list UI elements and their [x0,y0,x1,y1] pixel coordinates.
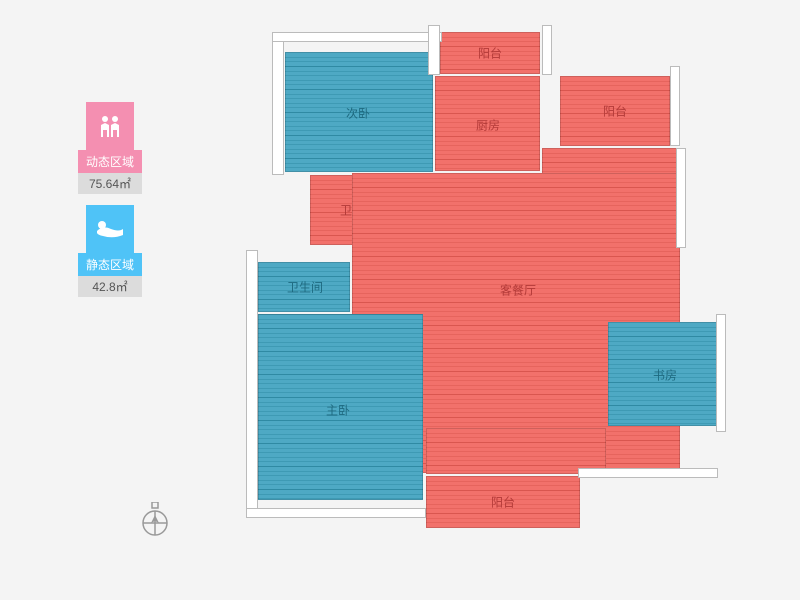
floorplan-canvas: 阳台次卧厨房阳台卫生间客餐厅卫生间主卧书房阳台 [0,0,800,600]
wall-segment [272,32,442,42]
legend-static-title: 静态区域 [78,253,142,276]
wall-segment [542,25,552,75]
legend-dynamic-value: 75.64㎡ [78,173,142,194]
room-master-bedroom [258,314,423,500]
room-secondary-bedroom [285,52,433,172]
wall-segment [670,66,680,146]
legend-static: 静态区域 42.8㎡ [78,205,142,297]
room-balcony-right [560,76,670,146]
room-bathroom-2 [258,262,350,312]
legend-dynamic: 动态区域 75.64㎡ [78,102,142,194]
room-study [608,322,720,426]
wall-segment [272,40,284,175]
wall-segment [578,468,718,478]
room-balcony-top [440,32,540,74]
wall-segment [246,508,426,518]
room-kitchen [435,76,540,171]
legend-static-value: 42.8㎡ [78,276,142,297]
wall-segment [676,148,686,248]
room-balcony-bottom [426,476,580,528]
people-icon [86,102,134,150]
rest-icon [86,205,134,253]
wall-segment [428,25,440,75]
compass-icon [140,502,170,532]
wall-segment [246,250,258,515]
legend-dynamic-title: 动态区域 [78,150,142,173]
wall-segment [716,314,726,432]
